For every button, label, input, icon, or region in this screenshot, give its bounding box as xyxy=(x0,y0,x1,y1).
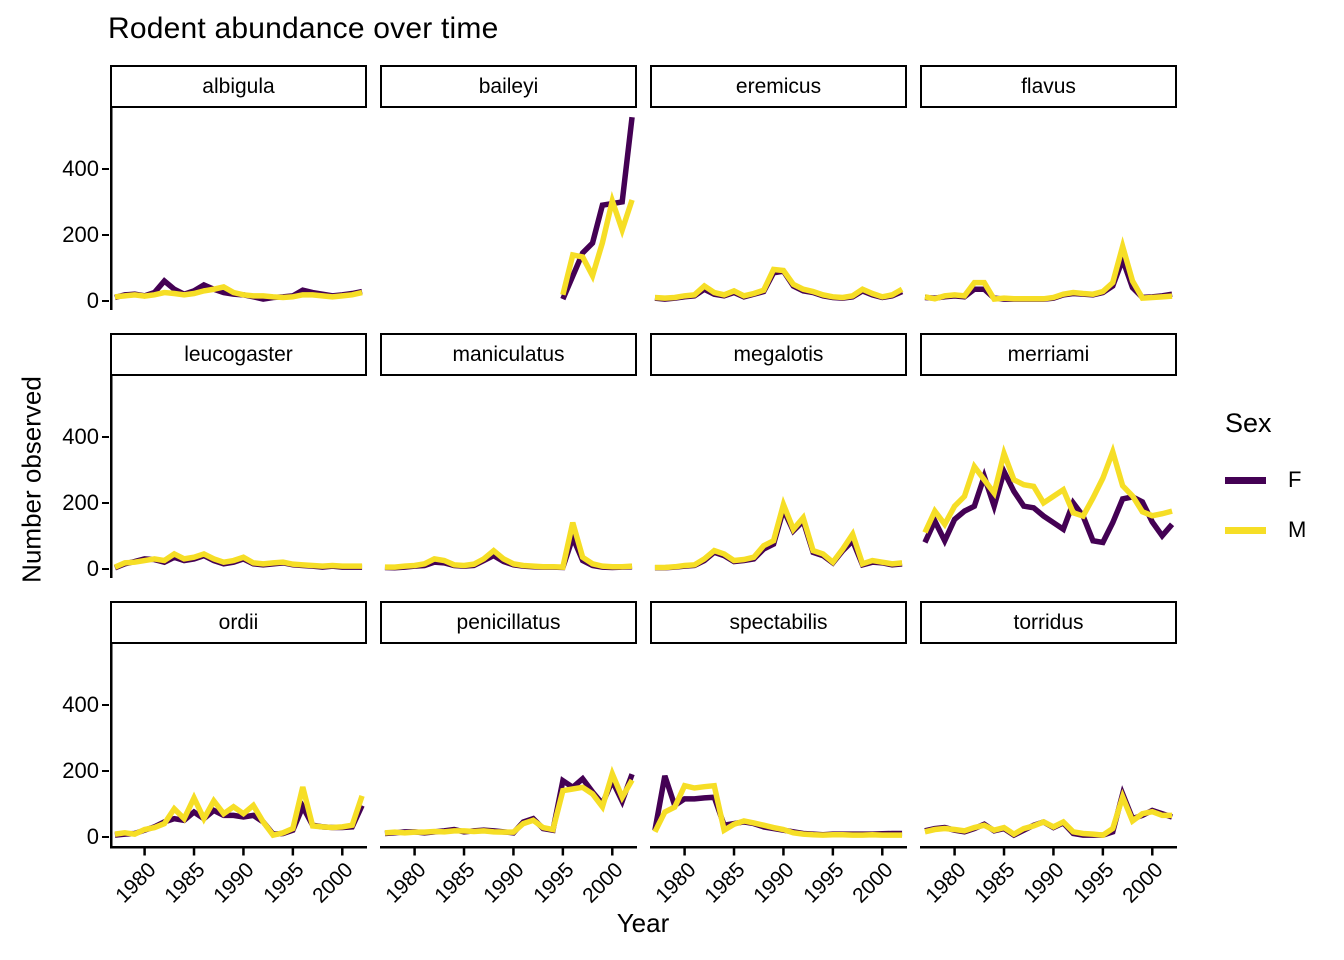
y-tick-mark xyxy=(102,167,109,171)
x-tick-label: 2000 xyxy=(1118,858,1168,908)
series-M-eremicus xyxy=(654,266,904,301)
x-tick-label: 1985 xyxy=(970,858,1020,908)
facet-panel-megalotis xyxy=(654,495,903,571)
y-tick-label: 200 xyxy=(62,757,99,783)
facet-strip-leucogaster: leucogaster xyxy=(110,333,367,376)
facet-panel-spectabilis xyxy=(650,774,907,856)
y-tick-label: 400 xyxy=(62,423,99,449)
x-tick-label: 1995 xyxy=(259,858,309,908)
series-M-leucogaster xyxy=(113,550,363,570)
x-axis-title: Year xyxy=(616,908,670,938)
y-tick-mark xyxy=(102,435,109,439)
series-M-megalotis xyxy=(654,495,903,571)
series-M-flavus xyxy=(924,236,1173,303)
y-tick-mark xyxy=(102,835,109,839)
legend-swatch-m xyxy=(1225,526,1266,534)
x-tick-label: 2000 xyxy=(308,858,358,908)
y-tick-label: 0 xyxy=(86,287,99,313)
y-tick-label: 0 xyxy=(86,555,99,581)
facet-panel-flavus xyxy=(924,236,1173,303)
legend: Sex F M xyxy=(1225,408,1306,567)
x-tick-label: 1990 xyxy=(209,858,259,908)
y-tick-label: 400 xyxy=(62,155,99,181)
y-tick-label: 400 xyxy=(62,691,99,717)
legend-title: Sex xyxy=(1225,408,1272,438)
series-M-spectabilis xyxy=(652,782,903,838)
facet-strip-torridus: torridus xyxy=(920,601,1177,644)
y-tick-label: 200 xyxy=(62,489,99,515)
series-M-penicillatus xyxy=(384,765,635,836)
series-F-baileyi xyxy=(560,116,635,301)
facet-panel-merriami xyxy=(922,443,1175,548)
facet-panel-eremicus xyxy=(654,266,904,302)
facet-panel-maniculatus xyxy=(384,521,633,571)
y-tick-mark xyxy=(102,703,109,707)
y-tick-mark xyxy=(102,567,109,571)
facet-panel-penicillatus xyxy=(380,765,637,856)
y-tick-label: 200 xyxy=(62,221,99,247)
legend-label-f: F xyxy=(1288,467,1302,492)
y-tick-mark xyxy=(102,233,109,237)
x-tick-label: 1980 xyxy=(110,858,161,908)
facet-strip-megalotis: megalotis xyxy=(650,333,907,376)
y-tick-mark xyxy=(102,501,109,505)
series-M-torridus xyxy=(924,788,1173,838)
y-axis-title: Number observed xyxy=(16,376,47,583)
y-tick-mark xyxy=(102,299,109,303)
facet-strip-maniculatus: maniculatus xyxy=(380,333,637,376)
series-M-baileyi xyxy=(560,190,635,296)
facet-panel-albigula xyxy=(110,108,363,310)
legend-label-m: M xyxy=(1288,517,1307,542)
x-tick-label: 1995 xyxy=(1069,858,1119,908)
series-M-merriami xyxy=(922,443,1173,534)
facet-strip-ordii: ordii xyxy=(110,601,367,644)
facet-panel-leucogaster xyxy=(110,376,363,578)
legend-swatch-f xyxy=(1225,476,1266,484)
facet-strip-flavus: flavus xyxy=(920,65,1177,108)
facet-strip-albigula: albigula xyxy=(110,65,367,108)
facet-panel-ordii xyxy=(110,644,367,856)
x-tick-label: 1990 xyxy=(1019,858,1069,908)
x-tick-label: 1985 xyxy=(160,858,210,908)
series-M-maniculatus xyxy=(384,521,633,570)
legend-entry-m: M xyxy=(1225,517,1306,543)
facet-strip-penicillatus: penicillatus xyxy=(380,601,637,644)
legend-entry-f: F xyxy=(1225,467,1306,493)
facet-strip-eremicus: eremicus xyxy=(650,65,907,108)
series-F-merriami xyxy=(922,464,1175,548)
series-M-albigula xyxy=(114,284,363,301)
facet-strip-spectabilis: spectabilis xyxy=(650,601,907,644)
y-tick-label: 0 xyxy=(86,823,99,849)
facet-panel-torridus xyxy=(920,785,1177,856)
y-tick-mark xyxy=(102,769,109,773)
facet-panel-baileyi xyxy=(560,116,635,301)
chart-title: Rodent abundance over time xyxy=(108,12,499,45)
series-M-ordii xyxy=(114,786,365,839)
facet-strip-merriami: merriami xyxy=(920,333,1177,376)
x-tick-label: 1980 xyxy=(920,858,971,908)
facet-strip-baileyi: baileyi xyxy=(380,65,637,108)
series-F-penicillatus xyxy=(384,773,635,837)
